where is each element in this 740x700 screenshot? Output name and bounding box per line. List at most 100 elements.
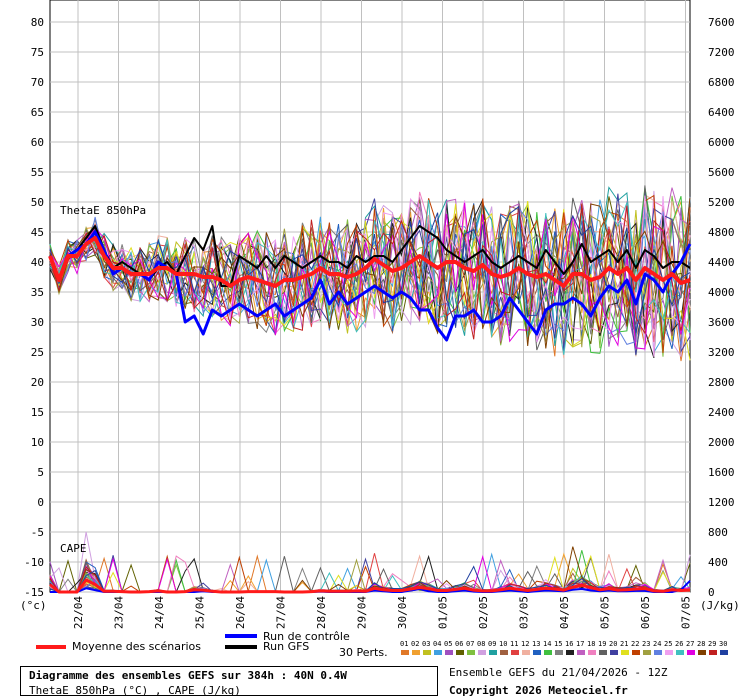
pert-swatch (467, 650, 475, 655)
info-box: Diagramme des ensembles GEFS sur 384h : … (20, 666, 438, 697)
right-tick-label: 0 (708, 586, 715, 599)
right-tick-label: 2000 (708, 436, 735, 449)
control-line (48, 230, 692, 342)
left-tick-label: 65 (31, 106, 44, 119)
pert-number: 15 (554, 640, 563, 648)
pert-swatch (720, 650, 728, 655)
pert-swatch (698, 650, 706, 655)
pert-number: 16 (565, 640, 574, 648)
right-tick-label: 5600 (708, 166, 735, 179)
pert-swatch (588, 650, 596, 655)
pert-number: 30 (719, 640, 728, 648)
x-tick-label: 24/04 (153, 596, 166, 629)
legend-gfs-swatch (225, 645, 257, 649)
pert-swatch (599, 650, 607, 655)
left-tick-label: 55 (31, 166, 44, 179)
x-tick-label: 25/04 (194, 596, 207, 629)
mean-cape-line (49, 578, 691, 594)
right-tick-label: 4400 (708, 256, 735, 269)
x-axis-ticks: 22/04 23/04 24/04 25/04 26/04 27/04 28/04 29/04… (72, 596, 693, 629)
pert-swatch (577, 650, 585, 655)
perturbation-lines (49, 185, 691, 594)
legend-gfs-label: Run GFS (263, 640, 310, 653)
left-tick-label: -15 (24, 586, 44, 599)
pert-number: 01 (400, 640, 409, 648)
x-tick-label: 28/04 (315, 596, 328, 629)
left-tick-label: 20 (31, 376, 44, 389)
pert-number: 18 (587, 640, 596, 648)
pert-swatch (456, 650, 464, 655)
pert-number: 11 (510, 640, 519, 648)
pert-swatch (423, 650, 431, 655)
right-tick-label: 400 (708, 556, 728, 569)
mean-lines (48, 225, 692, 594)
pert-line (49, 193, 691, 356)
right-tick-label: 1600 (708, 466, 735, 479)
pert-swatch (500, 650, 508, 655)
right-tick-label: 4800 (708, 226, 735, 239)
pert-line (49, 195, 691, 357)
pert-number: 14 (543, 640, 552, 648)
ensemble-chart: 80757065605550454035302520151050-5-10-15… (20, 0, 740, 629)
right-tick-label: 5200 (708, 196, 735, 209)
left-tick-label: 25 (31, 346, 44, 359)
pert-number: 26 (675, 640, 684, 648)
x-tick-label: 02/05 (477, 596, 490, 629)
pert-swatch (533, 650, 541, 655)
right-tick-label: 1200 (708, 496, 735, 509)
run-info: Ensemble GEFS du 21/04/2026 - 12Z (449, 666, 668, 679)
left-tick-label: 70 (31, 76, 44, 89)
pert-number: 02 (411, 640, 420, 648)
pert-number: 03 (422, 640, 431, 648)
pert-number: 10 (499, 640, 508, 648)
pert-swatch (676, 650, 684, 655)
left-tick-label: -5 (31, 526, 44, 539)
pert-number: 17 (576, 640, 585, 648)
pert-number: 24 (653, 640, 662, 648)
pert-number: 20 (609, 640, 618, 648)
pert-number: 23 (642, 640, 651, 648)
x-tick-label: 03/05 (518, 596, 531, 629)
left-tick-label: 10 (31, 436, 44, 449)
right-tick-label: 6400 (708, 106, 735, 119)
pert-swatch (709, 650, 717, 655)
legend-control-swatch (225, 634, 257, 638)
pert-number: 13 (532, 640, 541, 648)
right-tick-label: 3200 (708, 346, 735, 359)
right-axis-unit: (J/kg) (700, 599, 740, 612)
right-tick-label: 800 (708, 526, 728, 539)
pert-swatch (511, 650, 519, 655)
x-tick-label: 29/04 (356, 596, 369, 629)
left-tick-label: 15 (31, 406, 44, 419)
x-tick-label: 30/04 (396, 596, 409, 629)
legend-mean-label: Moyenne des scénarios (72, 640, 201, 653)
pert-number: 09 (488, 640, 497, 648)
x-tick-label: 27/04 (275, 596, 288, 629)
thetae-annotation: ThetaE 850hPa (60, 204, 146, 217)
legend-perts-label: 30 Perts. (339, 646, 388, 659)
x-tick-label: 26/04 (234, 596, 247, 629)
legend-mean-swatch (36, 645, 66, 649)
pert-swatch (643, 650, 651, 655)
left-tick-label: 75 (31, 46, 44, 59)
left-tick-label: 5 (37, 466, 44, 479)
left-tick-label: 40 (31, 256, 44, 269)
x-tick-label: 04/05 (558, 596, 571, 629)
right-tick-label: 2400 (708, 406, 735, 419)
pert-number: 25 (664, 640, 673, 648)
pert-line (49, 197, 691, 349)
left-axis-unit: (°c) (20, 599, 47, 612)
pert-swatch (522, 650, 530, 655)
left-tick-label: 0 (37, 496, 44, 509)
right-tick-label: 3600 (708, 316, 735, 329)
pert-number: 21 (620, 640, 629, 648)
left-tick-label: 50 (31, 196, 44, 209)
pert-swatch (445, 650, 453, 655)
x-tick-label: 22/04 (72, 596, 85, 629)
right-tick-label: 6800 (708, 76, 735, 89)
pert-number: 12 (521, 640, 530, 648)
pert-number: 29 (708, 640, 717, 648)
pert-number: 27 (686, 640, 695, 648)
pert-number: 06 (455, 640, 464, 648)
